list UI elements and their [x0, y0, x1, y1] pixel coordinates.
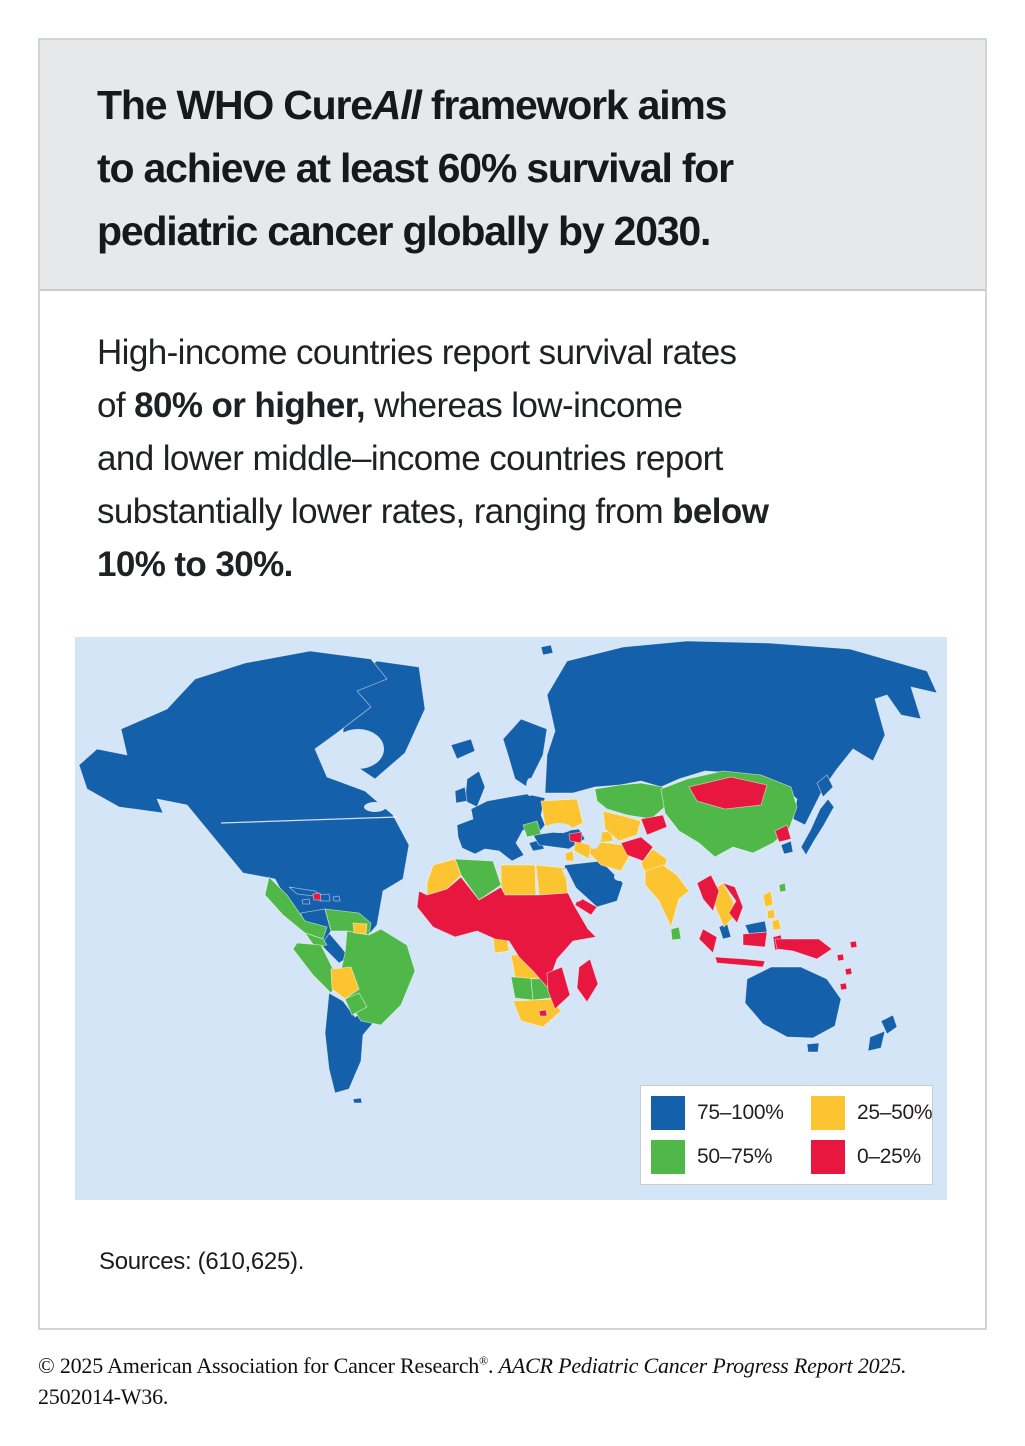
footer-line-1: © 2025 American Association for Cancer R… [38, 1353, 907, 1378]
header-band: The WHO CureAll framework aims to achiev… [40, 40, 985, 291]
body-line: substantially lower rates, ranging from … [97, 492, 769, 531]
water-overlays [220, 729, 626, 903]
footer-report-title: AACR Pediatric Cancer Progress Report 20… [498, 1353, 907, 1378]
headline-line-1: The WHO CureAll framework aims [97, 82, 727, 128]
regions-25-50 [330, 798, 782, 1028]
legend-label-25-50: 25–50% [857, 1101, 933, 1124]
body-line: of 80% or higher, whereas low-income [97, 386, 683, 425]
legend-swatch-50-75 [651, 1140, 685, 1174]
headline-line-2: to achieve at least 60% survival for [97, 145, 734, 191]
legend-item-0-25: 0–25% [811, 1140, 932, 1174]
legend-swatch-75-100 [651, 1096, 685, 1130]
legend-swatch-25-50 [811, 1096, 845, 1130]
world-map: 75–100% 50–75% 25–50% 0–25% [75, 637, 947, 1200]
headline-line-3: pediatric cancer globally by 2030. [97, 208, 711, 254]
registered-mark: ® [479, 1353, 488, 1368]
headline-italic: All [371, 82, 422, 128]
footer: © 2025 American Association for Cancer R… [38, 1350, 1013, 1412]
legend-item-50-75: 50–75% [651, 1140, 811, 1174]
footer-code: 2502014-W36. [38, 1384, 169, 1409]
map-legend: 75–100% 50–75% 25–50% 0–25% [640, 1085, 933, 1185]
sources-note: Sources: (610,625). [99, 1248, 305, 1275]
legend-item-75-100: 75–100% [651, 1096, 811, 1130]
body-line: 10% to 30%. [97, 545, 293, 584]
legend-label-50-75: 50–75% [697, 1145, 773, 1168]
regions-75-100 [78, 640, 938, 1104]
footer-copyright: © 2025 American Association for Cancer R… [38, 1353, 480, 1378]
headline: The WHO CureAll framework aims to achiev… [97, 74, 935, 263]
body-paragraph: High-income countries report survival ra… [97, 326, 957, 591]
body-line: and lower middle–income countries report [97, 439, 723, 478]
legend-item-25-50: 25–50% [811, 1096, 933, 1130]
body-line: High-income countries report survival ra… [97, 333, 737, 372]
legend-label-75-100: 75–100% [697, 1101, 784, 1124]
legend-swatch-0-25 [811, 1140, 845, 1174]
legend-label-0-25: 0–25% [857, 1145, 921, 1168]
regions-0-25 [312, 776, 858, 1017]
world-map-svg [78, 640, 938, 1104]
infographic-card: The WHO CureAll framework aims to achiev… [38, 38, 987, 1330]
